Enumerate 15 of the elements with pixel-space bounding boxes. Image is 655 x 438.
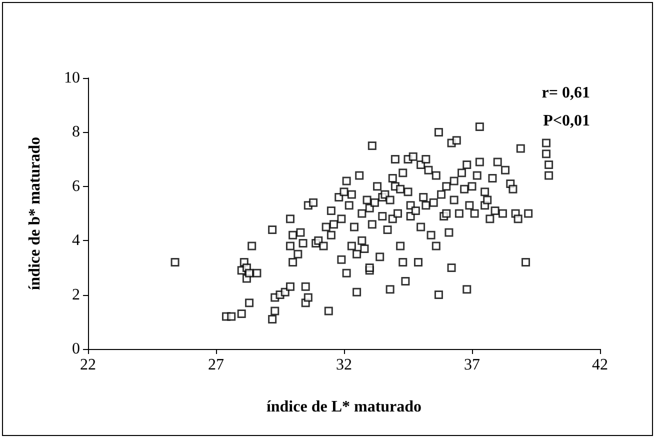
y-tick-label: 0 xyxy=(72,340,80,358)
x-tick-label: 32 xyxy=(336,356,352,374)
y-tick-label: 4 xyxy=(72,232,80,250)
x-tick-label: 37 xyxy=(464,356,480,374)
annotation: P<0,01 xyxy=(543,112,590,130)
x-tick-label: 22 xyxy=(80,356,96,374)
y-tick-label: 6 xyxy=(72,178,80,195)
x-axis-title: índice de L* maturado xyxy=(266,398,422,416)
x-tick-label: 42 xyxy=(592,356,608,374)
y-tick-label: 8 xyxy=(72,124,80,141)
y-tick-label: 10 xyxy=(64,70,80,86)
x-tick-label: 27 xyxy=(208,356,224,374)
y-tick-label: 2 xyxy=(72,286,80,304)
annotation: r= 0,61 xyxy=(542,84,590,102)
y-axis-title: índice de b* maturado xyxy=(26,136,44,290)
